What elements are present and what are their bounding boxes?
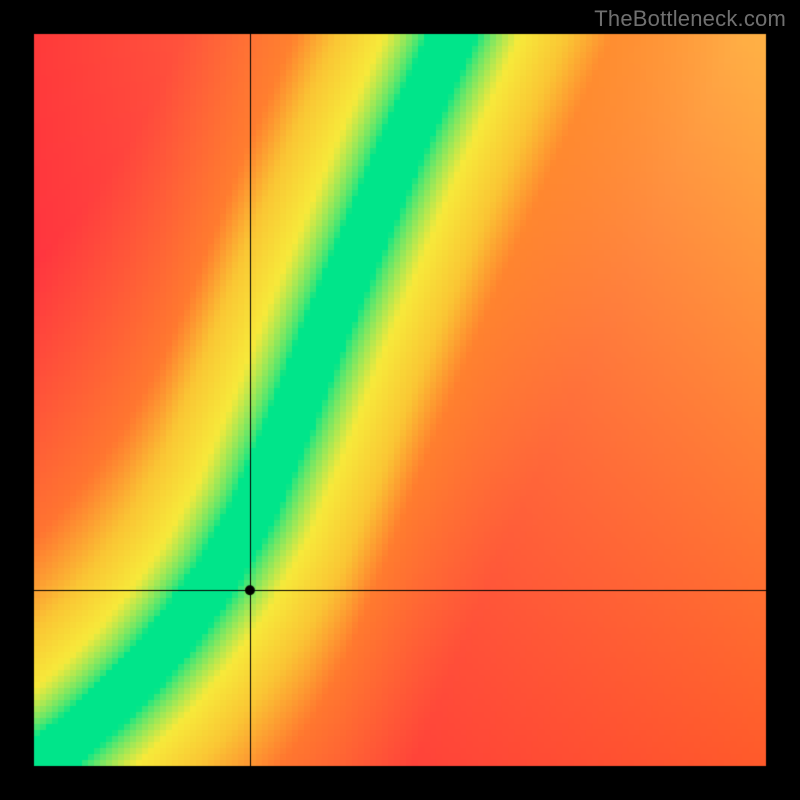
watermark-text: TheBottleneck.com: [594, 6, 786, 32]
heatmap-canvas: [0, 0, 800, 800]
heatmap-chart: [0, 0, 800, 800]
